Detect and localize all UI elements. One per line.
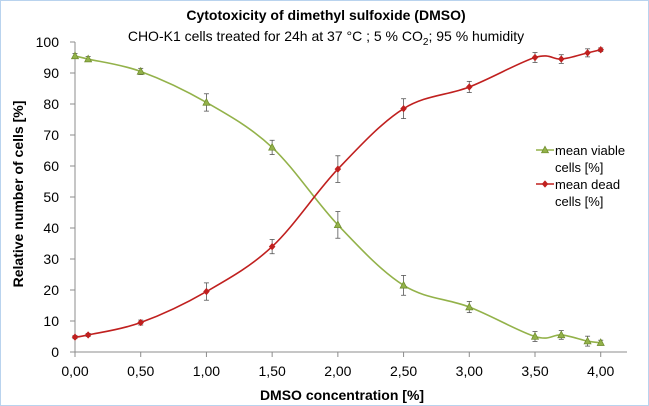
legend-label-line: cells [%]	[555, 160, 603, 175]
data-point	[399, 280, 408, 289]
y-tick-label: 70	[43, 127, 59, 143]
x-tick-label: 0,50	[127, 363, 154, 379]
legend-swatch-marker	[540, 145, 550, 154]
x-tick-label: 2,00	[324, 363, 351, 379]
y-tick-label: 20	[43, 282, 59, 298]
data-point	[71, 333, 79, 341]
chart-subtitle-part-2: ; 95 % humidity	[428, 28, 524, 44]
x-tick-label: 1,00	[193, 363, 220, 379]
legend-label-line: mean dead	[555, 177, 620, 192]
data-point	[597, 45, 605, 54]
data-point	[70, 51, 80, 60]
legend-swatch-marker	[541, 180, 549, 188]
chart-title: Cytotoxicity of dimethyl sulfoxide (DMSO…	[186, 7, 465, 23]
data-point	[333, 220, 342, 229]
legend-item-1: mean viable cells [%]	[536, 143, 625, 175]
y-tick-label: 100	[36, 34, 60, 50]
data-point	[465, 83, 473, 91]
y-tick-label: 90	[43, 65, 59, 81]
plot-area	[70, 45, 605, 347]
data-point	[268, 242, 276, 251]
data-point	[530, 331, 540, 340]
data-point	[334, 165, 342, 173]
data-point	[137, 318, 145, 327]
data-point	[203, 287, 210, 296]
data-point	[268, 142, 277, 151]
data-point	[557, 55, 565, 63]
x-tick-label: 3,00	[456, 363, 483, 379]
legend-label-line: mean viable	[555, 143, 625, 158]
y-tick-label: 50	[43, 189, 59, 205]
y-tick-label: 0	[51, 344, 59, 360]
chart-subtitle-subscript: 2	[423, 37, 429, 48]
data-point	[557, 330, 566, 339]
data-point	[584, 49, 591, 57]
data-point	[596, 338, 605, 346]
series-1	[70, 51, 605, 347]
x-tick-label: 1,50	[259, 363, 286, 379]
x-tick-label: 0,00	[61, 363, 88, 379]
data-point	[84, 331, 92, 339]
data-point	[136, 66, 145, 75]
x-axis-ticks: 0,00 0,50 1,00 1,50 2,00 2,50 3,00 3,50 4,00	[61, 352, 615, 379]
x-tick-label: 2,50	[390, 363, 417, 379]
data-point	[465, 302, 474, 311]
x-axis-label: DMSO concentration [%]	[260, 387, 424, 403]
chart-subtitle: CHO-K1 cells treated for 24h at 37 °C ; …	[128, 28, 524, 48]
legend-item-2: mean dead cells [%]	[536, 177, 620, 209]
y-axis-label: Relative number of cells [%]	[10, 101, 26, 288]
data-point	[583, 336, 592, 345]
x-tick-label: 4,00	[587, 363, 614, 379]
y-tick-label: 80	[43, 96, 59, 112]
chart-subtitle-part-1: CHO-K1 cells treated for 24h at 37 °C ; …	[128, 28, 423, 44]
y-tick-label: 10	[43, 313, 59, 329]
data-point	[531, 53, 539, 62]
series-2	[71, 45, 605, 341]
y-tick-label: 30	[43, 251, 59, 267]
x-tick-label: 3,50	[521, 363, 548, 379]
data-point	[400, 104, 407, 113]
y-tick-label: 40	[43, 220, 59, 236]
y-tick-label: 60	[43, 158, 59, 174]
data-point	[202, 97, 211, 106]
legend-label-line: cells [%]	[555, 194, 603, 209]
y-axis-ticks: 0 10 20 30 40 50 60 70 80 90 100	[36, 34, 75, 360]
legend: mean viable cells [%] mean dead cells [%]	[536, 143, 625, 209]
data-point	[84, 54, 93, 63]
